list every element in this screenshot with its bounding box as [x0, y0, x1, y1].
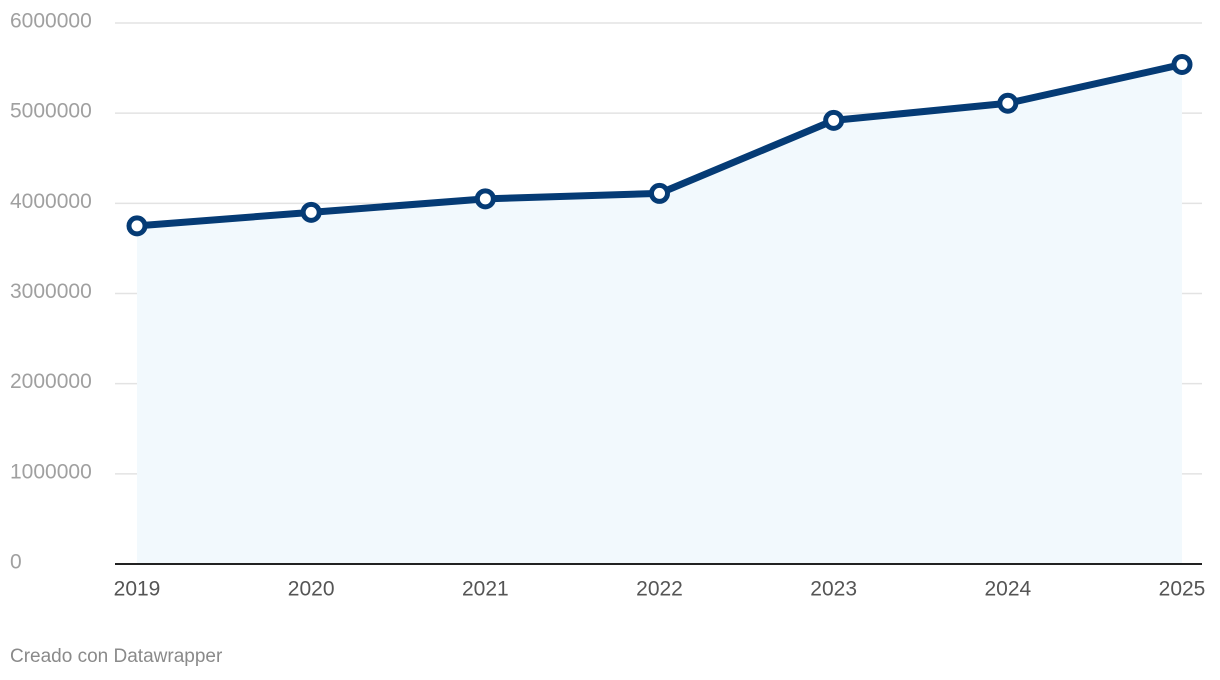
x-tick-label: 2020 [288, 578, 335, 601]
y-tick-label: 6000000 [10, 10, 92, 33]
point-marker [474, 188, 496, 210]
point-marker [126, 215, 148, 237]
x-tick-label: 2019 [114, 578, 161, 601]
point-marker [300, 201, 322, 223]
point-marker [1171, 53, 1193, 75]
y-tick-label: 2000000 [10, 370, 92, 393]
point-marker [823, 109, 845, 131]
y-tick-label: 4000000 [10, 190, 92, 213]
area [137, 64, 1182, 564]
y-tick-label: 1000000 [10, 460, 92, 483]
x-tick-label: 2025 [1159, 578, 1206, 601]
point-marker [997, 92, 1019, 114]
point-marker [649, 182, 670, 204]
x-tick-label: 2021 [462, 578, 509, 601]
y-tick-label: 0 [10, 551, 22, 574]
x-tick-label: 2023 [810, 578, 857, 601]
y-tick-label: 5000000 [10, 100, 92, 123]
x-tick-label: 2024 [984, 578, 1031, 601]
credit-note: Creado con Datawrapper [10, 646, 223, 667]
y-tick-label: 3000000 [10, 280, 92, 303]
x-tick-label: 2022 [636, 578, 683, 601]
